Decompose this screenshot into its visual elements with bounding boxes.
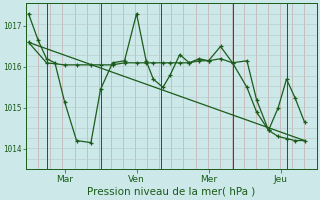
X-axis label: Pression niveau de la mer( hPa ): Pression niveau de la mer( hPa )	[87, 187, 255, 197]
